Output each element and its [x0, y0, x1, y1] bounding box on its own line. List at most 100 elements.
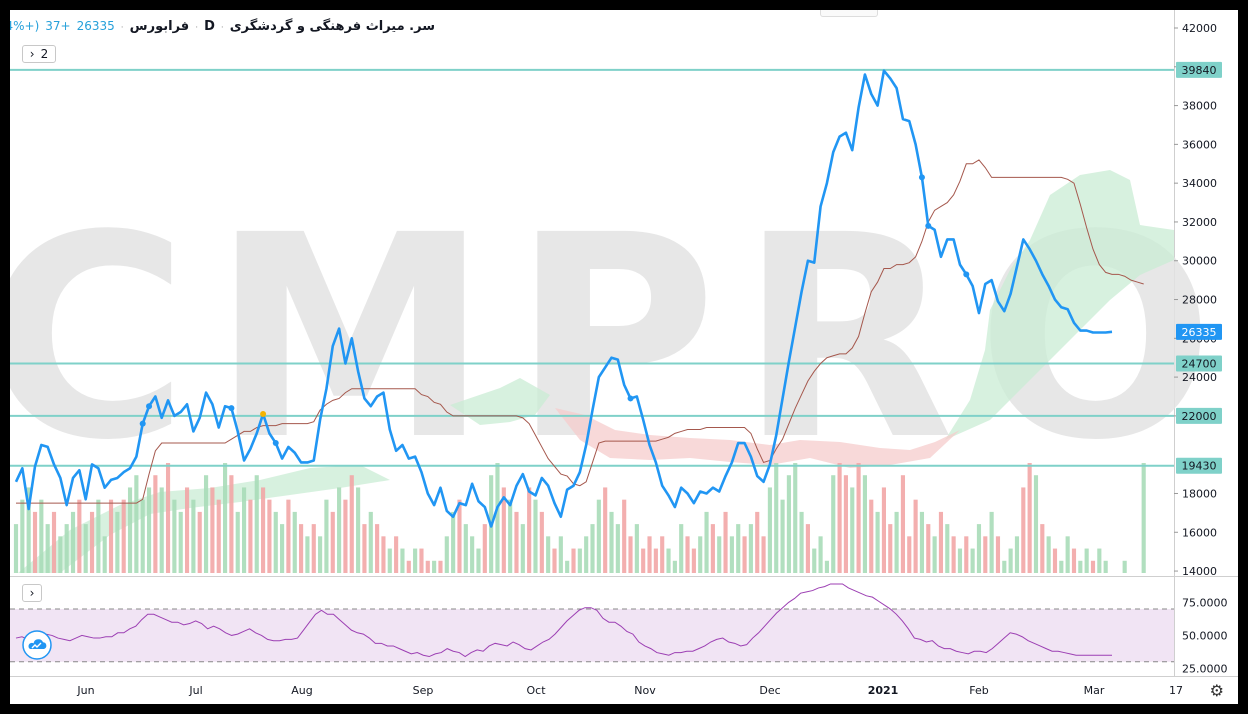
volume-bar — [558, 536, 563, 573]
volume-bar — [527, 487, 532, 573]
volume-bar — [32, 511, 38, 573]
time-tick-label: Jul — [188, 684, 202, 697]
volume-bar — [767, 487, 772, 573]
volume-bar — [1027, 463, 1032, 573]
volume-bar — [108, 499, 114, 573]
level-price-label-bg — [1176, 61, 1222, 78]
volume-bar — [121, 499, 126, 573]
price-tick-label: 14000 — [1182, 565, 1217, 578]
level-price-label-bg — [1176, 457, 1222, 474]
volume-bar — [444, 536, 449, 573]
volume-bar — [989, 511, 994, 573]
volume-bar — [235, 511, 240, 573]
last-price: 26335 — [76, 19, 115, 33]
volume-bar — [1052, 548, 1058, 573]
volume-bar — [254, 475, 259, 573]
top-toolbar-button[interactable] — [820, 10, 878, 17]
rsi-series-line[interactable] — [15, 583, 1112, 658]
volume-bar — [913, 499, 918, 573]
volume-bar — [394, 536, 399, 573]
volume-bar — [463, 524, 468, 573]
volume-bar — [818, 536, 823, 573]
volume-bar — [381, 536, 386, 573]
time-tick-label: Mar — [1084, 684, 1105, 697]
volume-bar — [203, 475, 209, 573]
interval-label[interactable]: D — [204, 19, 215, 34]
chart-legend: سر. میراث فرهنگی و گردشگری · D · فرابورس… — [10, 19, 435, 34]
separator-dot-icon: · — [120, 23, 124, 33]
volume-bar — [70, 511, 76, 573]
volume-bar — [799, 511, 804, 573]
exchange-name: فرابورس — [129, 19, 190, 34]
time-tick-label: 17 — [1169, 684, 1183, 697]
separator-dot-icon: · — [195, 23, 199, 33]
volume-bar — [96, 499, 101, 573]
signal-marker — [139, 420, 146, 427]
volume-bar — [495, 463, 500, 573]
volume-bar — [508, 499, 513, 573]
volume-bar — [356, 487, 361, 573]
volume-bar — [824, 560, 829, 573]
volume-bar — [938, 511, 944, 573]
last-price-label: 26335 — [1182, 326, 1217, 339]
volume-bar — [330, 511, 335, 573]
volume-bar — [311, 524, 316, 573]
volume-bar — [843, 475, 848, 573]
signal-marker — [963, 271, 970, 278]
volume-bar — [375, 524, 380, 573]
volume-bar — [609, 511, 614, 573]
volume-bar — [552, 548, 557, 573]
volume-bar — [1078, 560, 1083, 573]
volume-bar — [248, 499, 253, 573]
volume-bar — [691, 548, 696, 573]
time-tick-label: Sep — [413, 684, 434, 697]
volume-bar — [134, 475, 139, 573]
price-tick-label: 38000 — [1182, 100, 1217, 113]
gear-icon[interactable]: ⚙ — [1209, 681, 1224, 700]
volume-bar — [1097, 548, 1102, 573]
volume-bar — [242, 487, 247, 573]
volume-bar — [89, 511, 95, 573]
volume-bar — [299, 524, 304, 573]
volume-bar — [723, 511, 728, 573]
price-tick-label: 18000 — [1182, 487, 1217, 500]
volume-bar — [932, 536, 937, 573]
volume-bar — [267, 499, 272, 573]
volume-bar — [995, 536, 1001, 573]
volume-bar — [400, 548, 405, 573]
level-price-label: 24700 — [1182, 358, 1217, 371]
volume-bar — [628, 536, 633, 573]
volume-bar — [862, 475, 867, 573]
volume-bar — [755, 511, 760, 573]
volume-bar — [419, 548, 424, 573]
volume-bar — [1014, 536, 1020, 573]
volume-bar — [672, 560, 677, 573]
rsi-pane-toggle-button[interactable]: › — [22, 584, 42, 602]
volume-bar — [406, 560, 411, 573]
volume-bar — [1040, 524, 1045, 573]
level-price-label: 19430 — [1182, 460, 1217, 473]
volume-bar — [178, 511, 183, 573]
volume-bar — [343, 499, 348, 573]
volume-bar — [39, 499, 44, 573]
time-tick-label: Jun — [76, 684, 94, 697]
volume-bar — [286, 499, 291, 573]
volume-bar — [894, 511, 899, 573]
time-tick-label: 2021 — [868, 684, 899, 697]
volume-bar — [318, 536, 323, 573]
volume-bar — [191, 499, 196, 573]
volume-bar — [622, 499, 627, 573]
volume-bar — [413, 548, 418, 573]
volume-bar — [812, 548, 817, 573]
chevron-right-icon: › — [29, 47, 35, 61]
signal-marker — [627, 395, 634, 402]
volume-bar — [907, 536, 912, 573]
volume-bar — [362, 524, 367, 573]
chart-svg[interactable]: CMPRO 4200040000380003600034000320003000… — [10, 10, 1238, 704]
volume-bar — [793, 463, 798, 573]
volume-bar — [476, 548, 481, 573]
price-tick-label: 36000 — [1182, 138, 1217, 151]
time-tick-label: Oct — [526, 684, 546, 697]
indicators-toggle-button[interactable]: › 2 — [22, 45, 56, 63]
volume-bar — [653, 548, 658, 573]
